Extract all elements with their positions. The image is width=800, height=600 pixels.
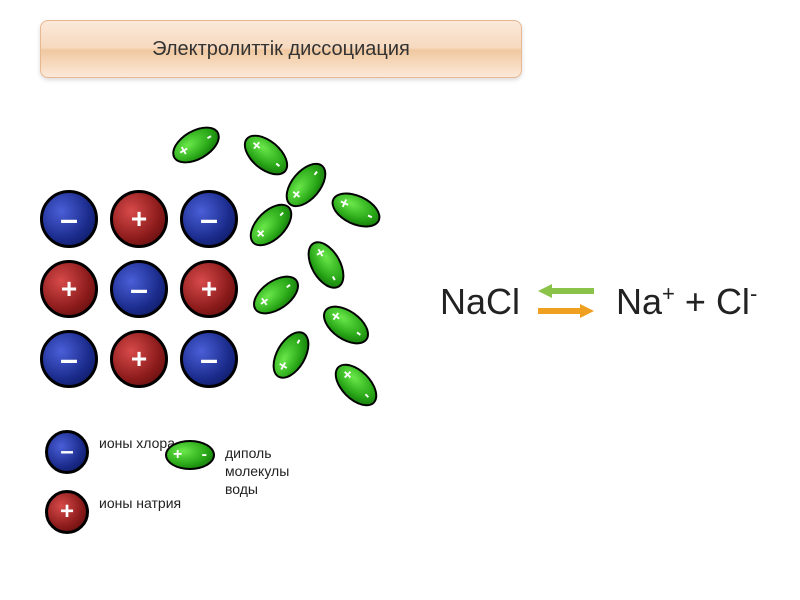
water-dipole: +- <box>166 119 226 171</box>
arrow-reverse-icon <box>538 284 594 298</box>
water-dipole: +- <box>236 127 295 183</box>
diagram: –+–+–+–+–+-+-+-+-+-+-+-+-+-+-–ионы хлора… <box>30 130 430 570</box>
arrow-forward-icon <box>538 304 594 318</box>
legend-chloride-icon: – <box>45 430 89 474</box>
legend-label: диполь молекулы воды <box>225 444 289 499</box>
water-dipole: +- <box>316 298 376 352</box>
legend-label: ионы натрия <box>99 494 181 512</box>
title-text: Электролиттік диссоциация <box>152 38 410 61</box>
sodium-ion: + <box>110 330 168 388</box>
water-dipole: +- <box>246 268 306 322</box>
legend-sodium-icon: + <box>45 490 89 534</box>
water-dipole: +- <box>327 356 385 414</box>
title-banner: Электролиттік диссоциация <box>40 20 522 78</box>
eq-right: Na+ + Cl- <box>616 281 757 323</box>
dissociation-equation: NaCl Na+ + Cl- <box>440 280 757 324</box>
chloride-ion: – <box>40 190 98 248</box>
legend-dipole-icon: +- <box>165 440 215 470</box>
water-dipole: +- <box>300 235 352 295</box>
sodium-ion: + <box>40 260 98 318</box>
chloride-ion: – <box>180 330 238 388</box>
chloride-ion: – <box>110 260 168 318</box>
water-dipole: +- <box>265 325 317 385</box>
chloride-ion: – <box>40 330 98 388</box>
sodium-ion: + <box>180 260 238 318</box>
equilibrium-arrows <box>538 280 598 324</box>
legend-label: ионы хлора <box>99 434 175 452</box>
chloride-ion: – <box>180 190 238 248</box>
sodium-ion: + <box>110 190 168 248</box>
eq-left: NaCl <box>440 281 520 323</box>
water-dipole: +- <box>326 185 386 234</box>
